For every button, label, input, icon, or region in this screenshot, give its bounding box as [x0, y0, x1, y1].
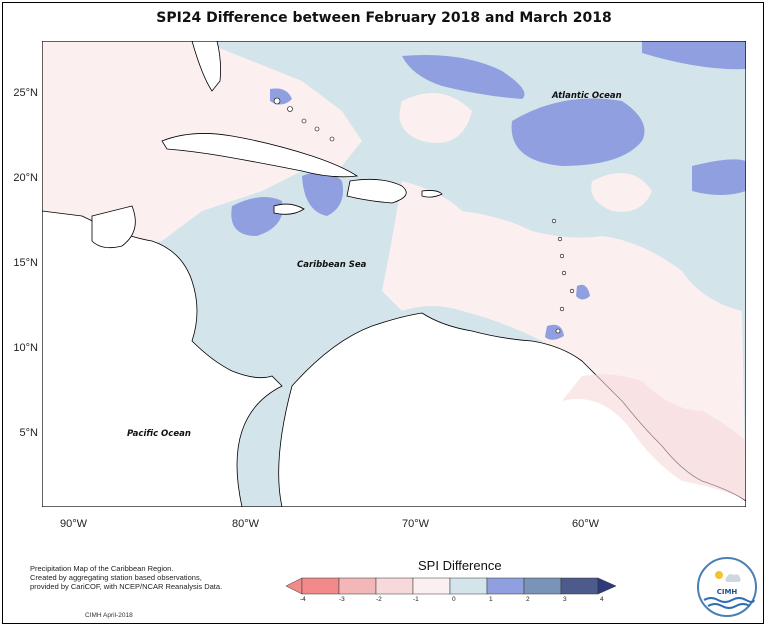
legend-tick: 3 [563, 596, 567, 603]
lon-label-60: 60°W [572, 518, 600, 530]
logo-text: CIMH [717, 588, 738, 596]
wave-icon [703, 597, 755, 603]
credits-line-1: Precipitation Map of the Caribbean Regio… [30, 564, 174, 573]
legend-title: SPI Difference [418, 558, 502, 573]
legend-tick: -1 [413, 596, 419, 603]
cloud-icon [725, 574, 741, 582]
legend-colorbar [286, 577, 617, 595]
legend-tick: 1 [489, 596, 493, 603]
legend-tick: -2 [376, 596, 382, 603]
land-masses [42, 41, 746, 507]
legend-tick: 4 [600, 596, 604, 603]
cimh-logo: CIMH [697, 557, 757, 617]
credits-line-3: provided by CariCOF, with NCEP/NCAR Rean… [30, 582, 223, 591]
legend-tick: -3 [339, 596, 345, 603]
islands [273, 97, 575, 334]
legend-tick: 2 [526, 596, 530, 603]
lat-label-10: 10°N [13, 342, 38, 354]
lat-label-20: 20°N [13, 172, 38, 184]
caribbean-sea-label: Caribbean Sea [297, 260, 367, 270]
spi-difference-map: Atlantic Ocean Caribbean Sea Pacific Oce… [42, 41, 746, 507]
lon-label-90: 90°W [60, 518, 88, 530]
lon-label-80: 80°W [232, 518, 260, 530]
lat-label-25: 25°N [13, 87, 38, 99]
lat-label-15: 15°N [13, 257, 38, 269]
sun-icon [715, 571, 723, 579]
lat-label-5: 5°N [19, 427, 38, 439]
blue-areas [231, 41, 746, 340]
legend-tick: 0 [452, 596, 456, 603]
legend-tick: -4 [300, 596, 306, 603]
footer-text: CIMH April-2018 [85, 612, 133, 619]
credits-text: Precipitation Map of the Caribbean Regio… [30, 564, 222, 591]
map-title: SPI24 Difference between February 2018 a… [156, 10, 612, 26]
lon-label-70: 70°W [402, 518, 430, 530]
credits-line-2: Created by aggregating station based obs… [30, 573, 202, 582]
atlantic-ocean-label: Atlantic Ocean [551, 91, 622, 101]
pacific-ocean-label: Pacific Ocean [127, 429, 191, 439]
